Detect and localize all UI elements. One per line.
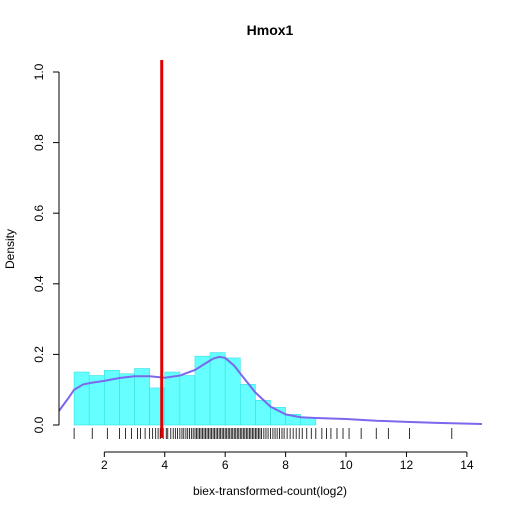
histogram-bar	[73, 371, 90, 426]
histogram-bar	[179, 375, 196, 426]
y-axis: 0.0 0.2 0.4 0.6 0.8 1.0	[32, 63, 60, 433]
density-curve	[58, 355, 483, 425]
y-axis-label: Density	[3, 229, 17, 269]
histogram-bar	[209, 352, 226, 426]
histogram-bar	[164, 371, 181, 426]
x-tick-label: 6	[222, 458, 229, 472]
x-axis-label: biex-transformed-count(log2)	[193, 484, 347, 498]
y-tick-label: 0.8	[32, 134, 46, 151]
x-tick-label: 12	[400, 458, 414, 472]
x-tick-label: 8	[282, 458, 289, 472]
x-tick-label: 2	[101, 458, 108, 472]
y-tick-label: 0.4	[32, 275, 46, 292]
x-tick-label: 14	[460, 458, 474, 472]
x-axis: 2 4 6 8 10 12 14	[101, 451, 474, 472]
y-tick-label: 1.0	[32, 63, 46, 80]
histogram-bar	[119, 373, 135, 426]
y-tick-label: 0.0	[32, 416, 46, 433]
x-tick-label: 10	[339, 458, 353, 472]
histogram-bar	[300, 417, 317, 426]
rug-marks	[73, 428, 453, 439]
histogram-bar	[194, 355, 211, 426]
histogram-bars	[73, 352, 317, 426]
x-tick-label: 4	[161, 458, 168, 472]
chart-title: Hmox1	[247, 22, 294, 38]
y-tick-label: 0.6	[32, 205, 46, 222]
y-tick-label: 0.2	[32, 346, 46, 363]
histogram-bar	[224, 357, 241, 426]
